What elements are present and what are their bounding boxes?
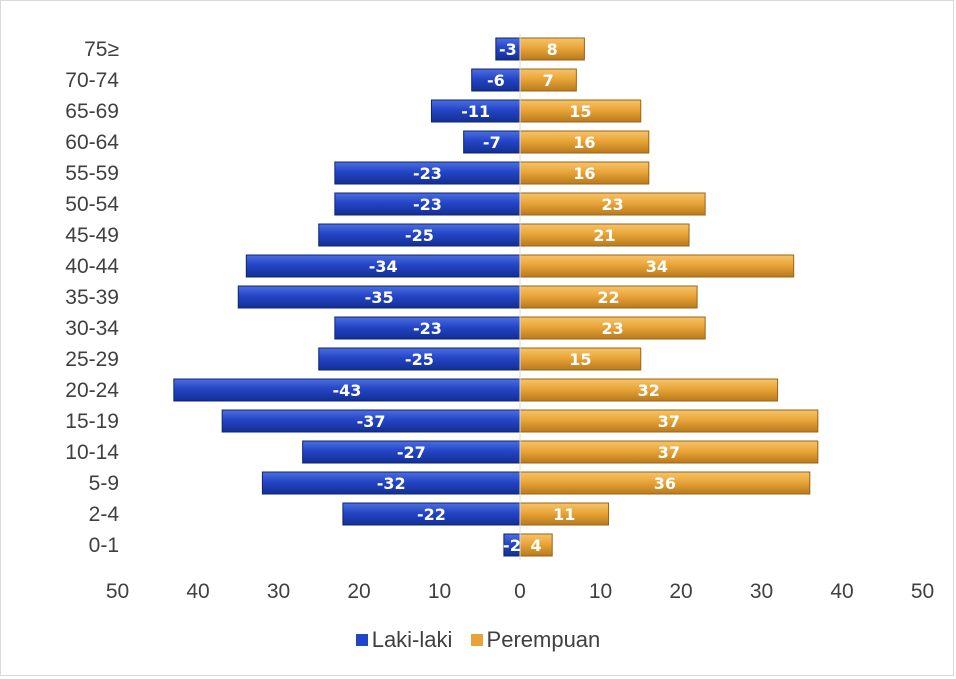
data-label-perempuan-70-74: 7 (543, 71, 554, 90)
data-label-perempuan-30-34: 23 (601, 319, 623, 338)
category-label-50-54: 50-54 (65, 193, 119, 216)
x-tick-label-9: 40 (830, 580, 853, 603)
data-label-perempuan-40-44: 34 (646, 257, 668, 276)
data-label-perempuan-55-59: 16 (573, 164, 595, 183)
data-label-laki-laki-65-69: -11 (461, 102, 490, 121)
x-tick-label-0: 50 (106, 580, 129, 603)
data-label-laki-laki-15-19: -37 (357, 412, 386, 431)
category-label-60-64: 60-64 (65, 131, 119, 154)
x-tick-label-6: 10 (589, 580, 612, 603)
category-label-55-59: 55-59 (65, 162, 119, 185)
data-label-perempuan-10-14: 37 (658, 443, 680, 462)
category-label-75: 75≥ (84, 38, 119, 61)
data-label-perempuan-45-49: 21 (593, 226, 615, 245)
data-label-perempuan-25-29: 15 (569, 350, 591, 369)
category-label-40-44: 40-44 (65, 255, 119, 278)
category-label-45-49: 45-49 (65, 224, 119, 247)
data-label-laki-laki-35-39: -35 (365, 288, 394, 307)
category-label-25-29: 25-29 (65, 348, 119, 371)
category-label-2-4: 2-4 (89, 503, 120, 526)
data-labels: -3 8 -6 7 -11 15 -7 16 -23 16 -23 23 -25 21 -34 34 -35 22… (332, 40, 680, 555)
data-label-laki-laki-50-54: -23 (413, 195, 442, 214)
category-label-0-1: 0-1 (89, 534, 119, 557)
legend-swatch-laki-laki (355, 634, 368, 646)
data-label-laki-laki-30-34: -23 (413, 319, 442, 338)
legend-label-laki-laki: Laki-laki (371, 627, 453, 652)
x-tick-label-5: 0 (514, 580, 526, 603)
x-tick-label-10: 50 (911, 580, 934, 603)
category-label-30-34: 30-34 (65, 317, 119, 340)
data-label-laki-laki-75: -3 (499, 40, 517, 59)
x-tick-label-4: 10 (428, 580, 451, 603)
data-label-perempuan-65-69: 15 (569, 102, 591, 121)
data-label-perempuan-20-24: 32 (638, 381, 660, 400)
x-tick-label-2: 30 (267, 580, 290, 603)
category-label-10-14: 10-14 (65, 441, 119, 464)
x-tick-label-3: 20 (347, 580, 370, 603)
value-axis: 50 40 30 20 10 0 10 20 30 40 50 (106, 580, 934, 603)
data-label-perempuan-60-64: 16 (573, 133, 595, 152)
data-label-laki-laki-5-9: -32 (377, 474, 406, 493)
data-label-perempuan-50-54: 23 (601, 195, 623, 214)
category-label-20-24: 20-24 (65, 379, 119, 402)
category-label-15-19: 15-19 (65, 410, 119, 433)
data-label-perempuan-2-4: 11 (553, 505, 575, 524)
category-label-65-69: 65-69 (65, 100, 119, 123)
data-label-laki-laki-70-74: -6 (487, 71, 505, 90)
legend: Laki-laki Perempuan (0, 626, 956, 653)
data-label-perempuan-0-1: 4 (531, 536, 542, 555)
legend-item-laki-laki: Laki-laki (355, 627, 453, 653)
x-tick-label-1: 40 (186, 580, 209, 603)
category-label-70-74: 70-74 (65, 69, 119, 92)
data-label-perempuan-15-19: 37 (658, 412, 680, 431)
data-label-laki-laki-60-64: -7 (483, 133, 501, 152)
category-axis: 75≥ 70-74 65-69 60-64 55-59 50-54 45-49 40-44 35… (65, 38, 119, 557)
legend-item-perempuan: Perempuan (470, 627, 601, 653)
data-label-laki-laki-40-44: -34 (369, 257, 398, 276)
bars-layer (173, 37, 819, 557)
data-label-laki-laki-10-14: -27 (397, 443, 426, 462)
data-label-laki-laki-2-4: -22 (417, 505, 446, 524)
category-label-35-39: 35-39 (65, 286, 119, 309)
legend-swatch-perempuan (470, 634, 483, 646)
data-label-perempuan-5-9: 36 (654, 474, 676, 493)
data-label-laki-laki-55-59: -23 (413, 164, 442, 183)
data-label-laki-laki-25-29: -25 (405, 350, 434, 369)
data-label-perempuan-75: 8 (547, 40, 558, 59)
data-label-laki-laki-0-1: -2 (503, 536, 521, 555)
legend-label-perempuan: Perempuan (486, 627, 601, 652)
x-tick-label-8: 30 (750, 580, 773, 603)
category-label-5-9: 5-9 (89, 472, 119, 495)
x-tick-label-7: 20 (669, 580, 692, 603)
data-label-laki-laki-20-24: -43 (332, 381, 361, 400)
data-label-laki-laki-45-49: -25 (405, 226, 434, 245)
data-label-perempuan-35-39: 22 (597, 288, 619, 307)
